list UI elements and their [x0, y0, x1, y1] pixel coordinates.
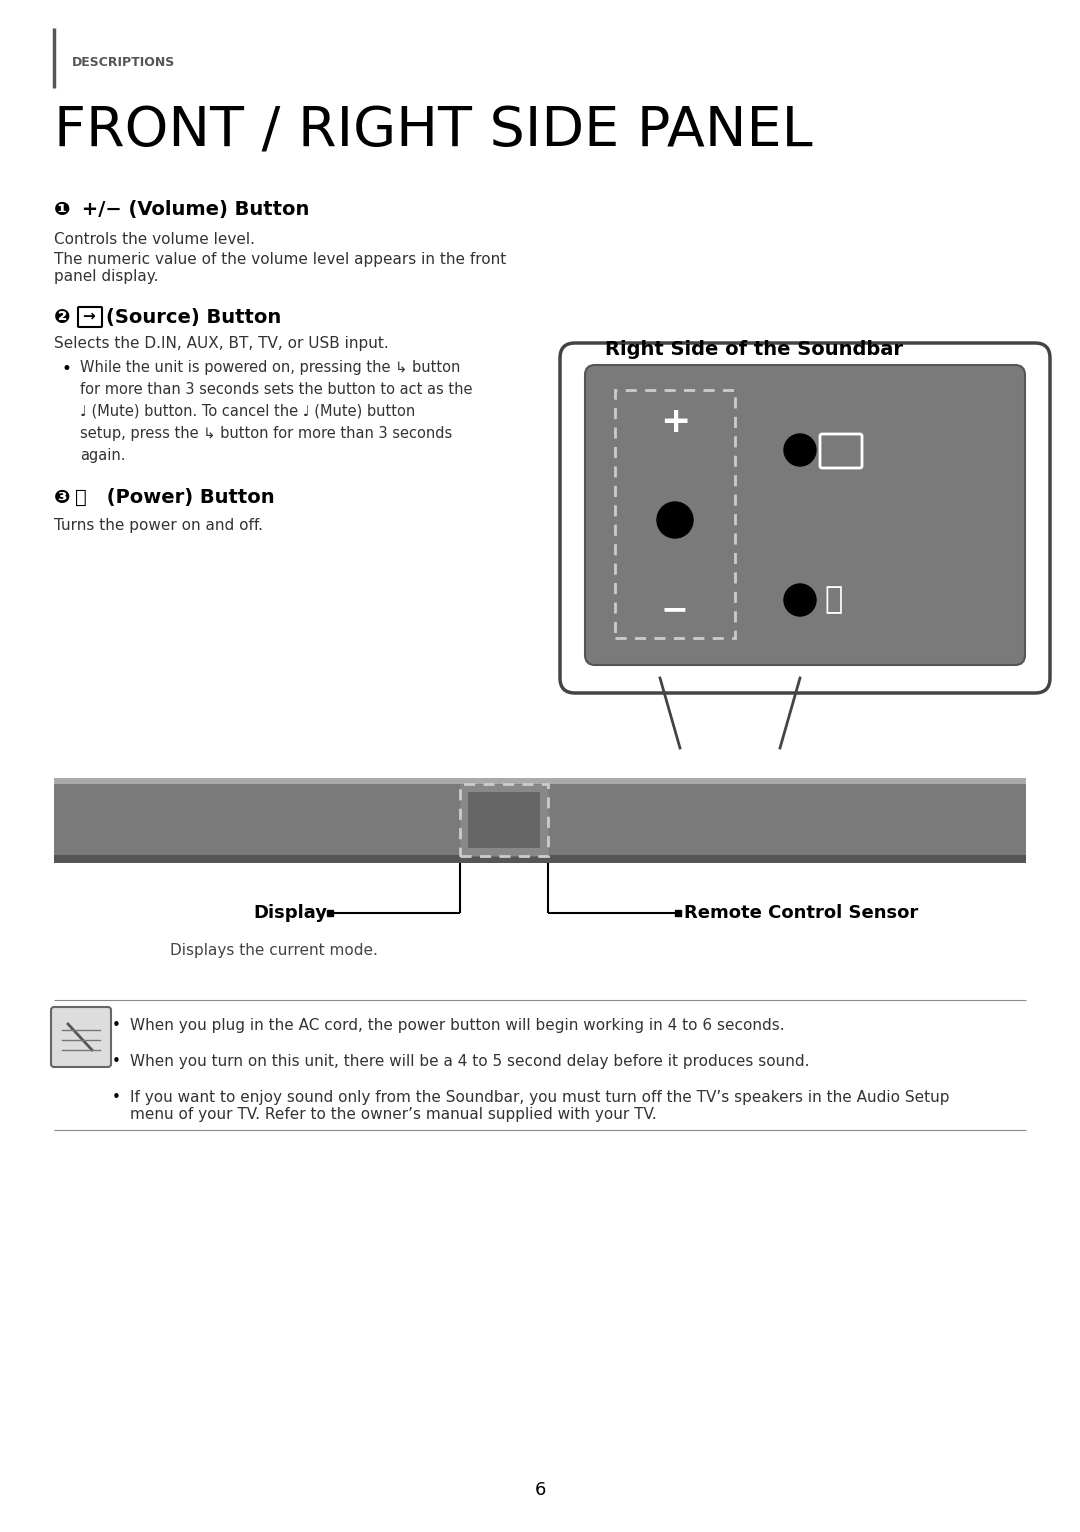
FancyBboxPatch shape	[561, 343, 1050, 692]
Text: (Source) Button: (Source) Button	[106, 308, 281, 326]
Text: →: →	[832, 441, 850, 461]
Bar	[54, 778, 1026, 784]
Text: for more than 3 seconds sets the button to act as the: for more than 3 seconds sets the button …	[80, 381, 473, 397]
Text: ♩ (Mute) button. To cancel the ♩ (Mute) button: ♩ (Mute) button. To cancel the ♩ (Mute) …	[80, 404, 415, 418]
FancyBboxPatch shape	[585, 365, 1025, 665]
Text: setup, press the ↳ button for more than 3 seconds: setup, press the ↳ button for more than …	[80, 426, 453, 441]
Text: If you want to enjoy sound only from the Soundbar, you must turn off the TV’s sp: If you want to enjoy sound only from the…	[130, 1089, 949, 1123]
Text: again.: again.	[80, 447, 125, 463]
Text: Turns the power on and off.: Turns the power on and off.	[54, 518, 264, 533]
Text: ❸: ❸	[54, 489, 70, 507]
Bar	[54, 778, 1026, 863]
Text: When you turn on this unit, there will be a 4 to 5 second delay before it produc: When you turn on this unit, there will b…	[130, 1054, 810, 1069]
Text: Selects the D.IN, AUX, BT, TV, or USB input.: Selects the D.IN, AUX, BT, TV, or USB in…	[54, 336, 389, 351]
Text: Remote Control Sensor: Remote Control Sensor	[684, 904, 918, 922]
Text: Display: Display	[253, 904, 327, 922]
Circle shape	[784, 584, 816, 616]
Text: While the unit is powered on, pressing the ↳ button: While the unit is powered on, pressing t…	[80, 360, 460, 375]
FancyBboxPatch shape	[820, 434, 862, 467]
Text: •: •	[112, 1054, 121, 1069]
Text: DESCRIPTIONS: DESCRIPTIONS	[72, 55, 175, 69]
Text: Controls the volume level.: Controls the volume level.	[54, 231, 255, 247]
Text: 1: 1	[670, 513, 680, 527]
Text: (Power) Button: (Power) Button	[100, 489, 274, 507]
Text: Displays the current mode.: Displays the current mode.	[170, 944, 378, 958]
Text: →: →	[82, 308, 95, 323]
Text: 3: 3	[796, 593, 805, 607]
Text: When you plug in the AC cord, the power button will begin working in 4 to 6 seco: When you plug in the AC cord, the power …	[130, 1017, 785, 1033]
Text: −: −	[661, 593, 689, 627]
Text: ❶: ❶	[54, 201, 70, 219]
Text: FRONT / RIGHT SIDE PANEL: FRONT / RIGHT SIDE PANEL	[54, 106, 812, 159]
Bar	[615, 391, 735, 637]
Bar	[54, 855, 1026, 863]
Text: +/− (Volume) Button: +/− (Volume) Button	[75, 201, 309, 219]
Text: 2: 2	[796, 443, 805, 457]
FancyBboxPatch shape	[51, 1007, 111, 1066]
Text: +: +	[660, 404, 690, 440]
Text: •: •	[60, 360, 71, 378]
Text: 6: 6	[535, 1481, 545, 1498]
Text: ❷: ❷	[54, 308, 70, 326]
Text: ⏻: ⏻	[825, 585, 843, 614]
Text: •: •	[112, 1089, 121, 1105]
Bar	[468, 792, 540, 849]
Text: ⏻: ⏻	[75, 489, 86, 507]
Circle shape	[657, 502, 693, 538]
FancyBboxPatch shape	[78, 306, 102, 326]
Text: The numeric value of the volume level appears in the front
panel display.: The numeric value of the volume level ap…	[54, 251, 507, 285]
Bar	[460, 784, 548, 856]
Circle shape	[784, 434, 816, 466]
Text: •: •	[112, 1017, 121, 1033]
Text: Right Side of the Soundbar: Right Side of the Soundbar	[605, 340, 903, 358]
